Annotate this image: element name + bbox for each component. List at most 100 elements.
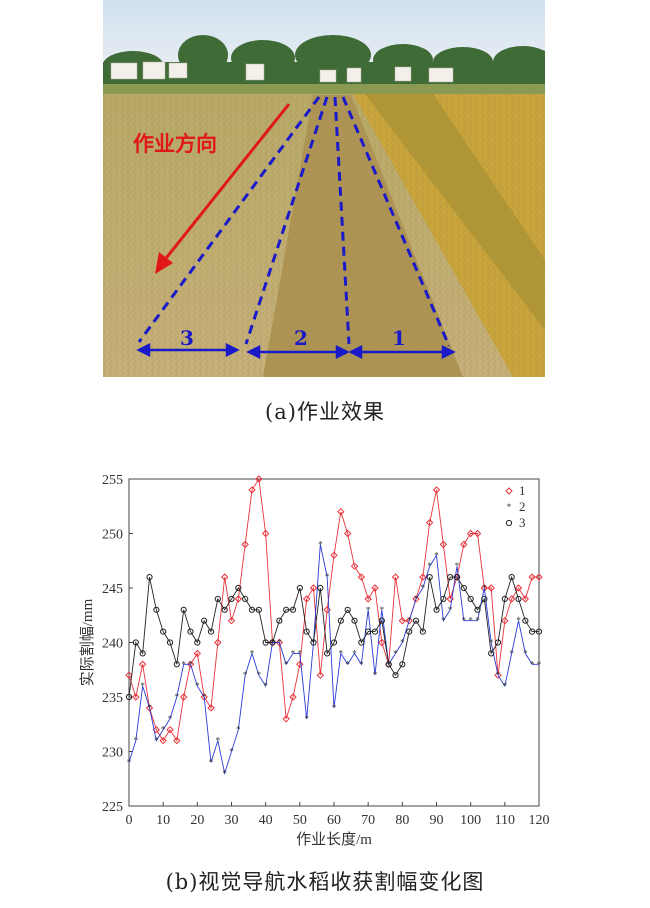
series-2-point: * bbox=[448, 605, 453, 615]
series-1-point bbox=[371, 584, 379, 592]
series-1-point bbox=[528, 573, 536, 581]
x-tick-label: 50 bbox=[293, 813, 307, 828]
series-3-point bbox=[508, 574, 515, 581]
series-3-point bbox=[180, 606, 187, 613]
series-3-point bbox=[125, 693, 133, 701]
series-2-point: * bbox=[325, 572, 330, 582]
series-2-point: * bbox=[509, 648, 514, 658]
series-3-point bbox=[385, 661, 392, 668]
series-2-point: * bbox=[332, 703, 337, 713]
series-1-point bbox=[234, 595, 243, 603]
legend-marker bbox=[505, 519, 513, 527]
series-3-point bbox=[269, 639, 276, 646]
series-2-point: * bbox=[222, 768, 227, 778]
series-1-point bbox=[220, 573, 229, 581]
series-2-point: * bbox=[475, 616, 480, 626]
x-tick-label: 70 bbox=[361, 813, 375, 828]
series-2-point: * bbox=[414, 594, 419, 604]
series-3-point bbox=[146, 574, 153, 581]
series-3-point bbox=[419, 628, 426, 635]
caption-b: (b)视觉导航水稻收获割幅变化图 bbox=[165, 870, 485, 894]
series-2-point: * bbox=[359, 659, 364, 669]
series-1-point bbox=[166, 725, 174, 734]
series-3-point bbox=[330, 639, 338, 646]
x-tick-label: 120 bbox=[529, 813, 550, 828]
y-tick-label: 250 bbox=[102, 528, 123, 543]
series-3-point bbox=[139, 650, 146, 657]
series-2-point: * bbox=[168, 714, 173, 724]
series-2-point: * bbox=[489, 638, 494, 648]
series-2-point: * bbox=[523, 648, 528, 658]
series-3-point bbox=[242, 595, 249, 602]
series-1-point bbox=[507, 595, 516, 603]
series-1-point bbox=[159, 736, 167, 745]
series-1-point bbox=[535, 573, 543, 581]
series-2-point: * bbox=[161, 725, 166, 735]
series-1-point bbox=[179, 693, 188, 701]
series-1-point bbox=[419, 573, 427, 581]
swath-label-1: 1 bbox=[392, 326, 406, 350]
y-axis-label: 实际割幅/mm bbox=[79, 598, 96, 686]
series-3-point bbox=[262, 639, 269, 646]
series-2-point: * bbox=[154, 736, 159, 746]
series-3-point bbox=[371, 628, 379, 635]
legend-label: 2 bbox=[519, 499, 526, 514]
legend-label: 3 bbox=[519, 515, 526, 530]
series-1-point bbox=[398, 616, 407, 625]
series-2-point: * bbox=[503, 681, 508, 691]
series-1-point bbox=[132, 693, 140, 701]
series-1-point bbox=[302, 595, 311, 603]
x-axis-label: 作业长度/m bbox=[296, 831, 372, 848]
series-1-point bbox=[248, 486, 256, 494]
series-1-point bbox=[316, 671, 325, 679]
x-tick-label: 40 bbox=[259, 813, 273, 828]
series-2-point: * bbox=[188, 659, 193, 669]
series-3-point bbox=[501, 595, 508, 602]
series-2-line bbox=[128, 544, 539, 776]
direction-label: 作业方向 bbox=[133, 132, 217, 156]
series-2-point: * bbox=[400, 638, 405, 648]
x-tick-label: 80 bbox=[395, 813, 409, 828]
series-3-point bbox=[481, 595, 488, 602]
swath-width-chart: 0 10 20 30 40 50 60 70 80 90 100 110 120 225 230 235 240… bbox=[79, 473, 550, 848]
series-1-point bbox=[296, 660, 304, 669]
series-2-point: * bbox=[263, 681, 268, 691]
series-2-point: * bbox=[496, 670, 501, 680]
x-tick-label: 0 bbox=[126, 813, 133, 828]
series-3-point bbox=[358, 639, 365, 646]
series-3-point bbox=[412, 617, 420, 624]
series-2-point: * bbox=[345, 659, 350, 669]
series-2-point: * bbox=[434, 550, 439, 560]
x-tick-label: 60 bbox=[327, 813, 341, 828]
series-3-point bbox=[474, 606, 481, 613]
series-1-point bbox=[214, 638, 222, 647]
series-3-point bbox=[166, 639, 174, 646]
x-tick-label: 90 bbox=[430, 813, 444, 828]
series-1-point bbox=[125, 671, 133, 679]
series-2-point: * bbox=[380, 605, 385, 615]
series-3-line bbox=[128, 575, 539, 698]
series-2-point: * bbox=[455, 561, 460, 571]
series-3-point bbox=[351, 617, 358, 624]
series-2-point: * bbox=[134, 736, 139, 746]
series-1-point bbox=[405, 616, 413, 625]
series-3-point bbox=[406, 628, 413, 635]
series-2-point: * bbox=[421, 583, 426, 593]
series-3-point bbox=[344, 606, 351, 613]
field-photo: 作业方向 3 2 1 bbox=[103, 0, 545, 377]
series-2-point: * bbox=[530, 659, 535, 669]
series-1-point bbox=[145, 704, 154, 712]
direction-arrow bbox=[155, 103, 291, 274]
series-3-point bbox=[248, 606, 256, 613]
series-1-point bbox=[378, 638, 386, 647]
series-2-point: * bbox=[243, 670, 248, 680]
series-3-point bbox=[173, 661, 180, 668]
green-strip bbox=[103, 84, 545, 94]
series-2-point: * bbox=[352, 648, 357, 658]
x-tick-label: 110 bbox=[495, 813, 515, 828]
series-3-point bbox=[535, 628, 543, 635]
series-3-point bbox=[337, 617, 344, 624]
series-2-point: * bbox=[147, 703, 152, 713]
series-1-point bbox=[350, 562, 359, 570]
series-1-point bbox=[466, 529, 475, 538]
